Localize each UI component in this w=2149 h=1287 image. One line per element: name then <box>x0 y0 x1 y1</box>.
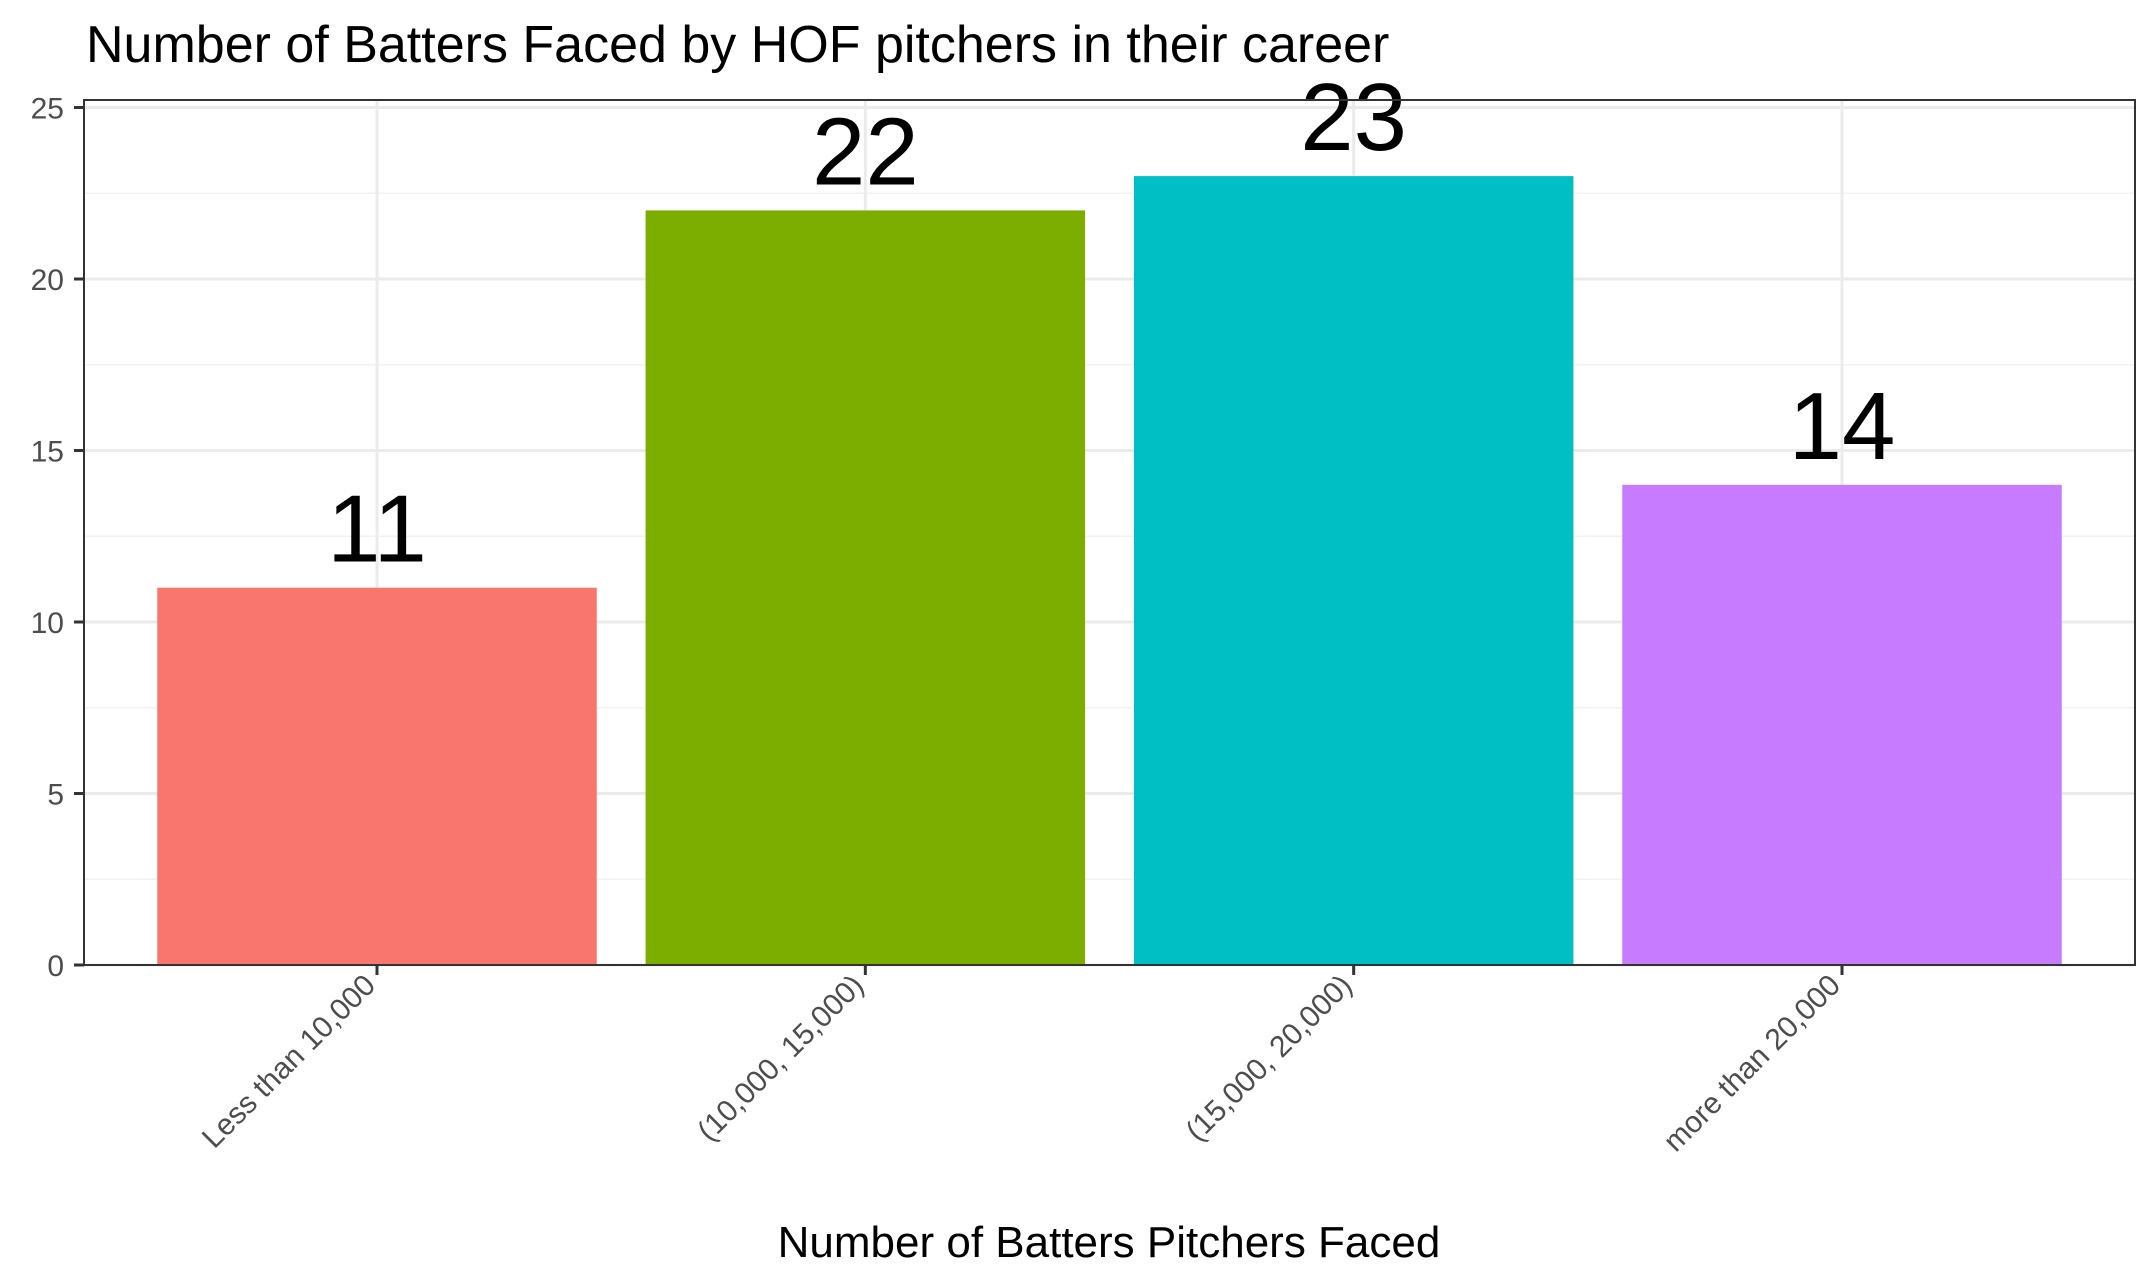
y-tick-label: 25 <box>31 93 64 126</box>
bar <box>645 210 1086 965</box>
y-tick-label: 10 <box>31 607 64 640</box>
x-tick-label: more than 20,000 <box>1657 969 1847 1159</box>
x-tick-label: (10,000, 15,000) <box>691 969 870 1148</box>
x-axis: Less than 10,000 (10,000, 15,000) (15,000,… <box>196 965 1847 1158</box>
y-axis: 0 5 10 15 20 25 <box>31 93 84 983</box>
x-axis-title: Number of Batters Pitchers Faced <box>778 1218 1441 1267</box>
plot-panel-border <box>83 99 2136 966</box>
data-label: 23 <box>1300 64 1407 171</box>
y-tick-label: 5 <box>47 779 64 812</box>
chart-title: Number of Batters Faced by HOF pitchers … <box>86 16 1389 74</box>
bar <box>157 587 597 965</box>
x-tick-label: (15,000, 20,000) <box>1180 969 1359 1148</box>
y-tick-label: 20 <box>31 264 64 297</box>
x-tick-label: Less than 10,000 <box>196 969 382 1155</box>
y-tick-label: 0 <box>47 950 64 983</box>
data-label: 11 <box>327 476 427 583</box>
y-tick-label: 15 <box>31 436 64 469</box>
bars <box>157 176 2062 966</box>
data-label: 14 <box>1789 373 1896 480</box>
bar <box>1133 176 1574 966</box>
data-label: 22 <box>812 98 919 205</box>
bar <box>1622 484 2062 965</box>
data-labels: 11 22 23 14 <box>327 64 1895 583</box>
